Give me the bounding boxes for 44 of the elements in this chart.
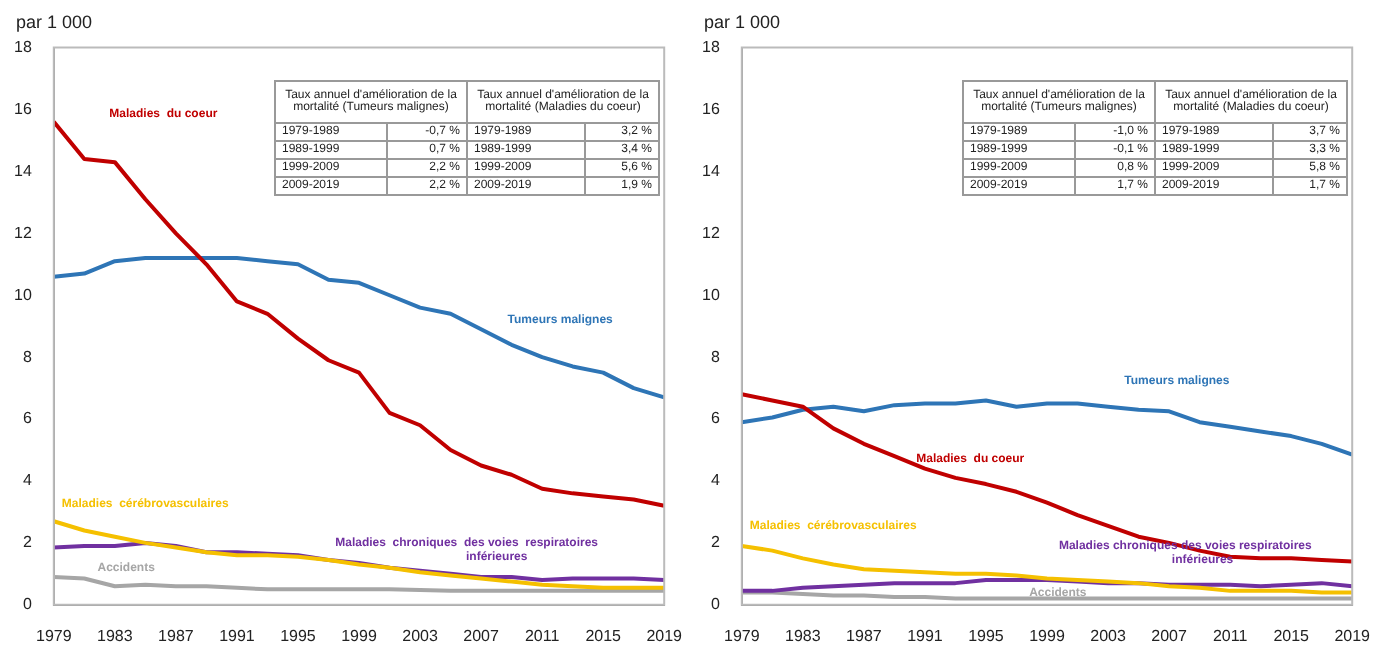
x-tick-label: 1999: [1029, 626, 1066, 645]
y-tick-label: 2: [710, 533, 721, 552]
y-tick-label: 8: [22, 347, 33, 366]
x-tick-label: 2019: [646, 626, 684, 645]
y-tick-label: 18: [13, 38, 33, 57]
x-tick-label: 2007: [1151, 626, 1188, 645]
x-tick-label: 2015: [1273, 626, 1311, 645]
x-tick-label: 2011: [1212, 626, 1249, 645]
y-axis-title: par 1 000: [704, 12, 781, 32]
y-tick-label: 16: [701, 99, 721, 118]
y-tick-label: 10: [701, 285, 721, 304]
y-tick-label: 12: [701, 223, 721, 242]
x-tick-label: 1999: [341, 626, 378, 645]
x-tick-label: 1991: [219, 626, 256, 645]
x-tick-label: 2011: [524, 626, 561, 645]
y-axis-title: par 1 000: [16, 12, 93, 32]
y-tick-label: 0: [22, 595, 33, 614]
y-tick-label: 4: [710, 471, 721, 490]
y-tick-label: 6: [22, 409, 33, 428]
x-tick-label: 1991: [907, 626, 944, 645]
y-tick-label: 6: [710, 409, 721, 428]
y-tick-label: 16: [13, 99, 33, 118]
x-tick-label: 1979: [36, 626, 73, 645]
x-tick-label: 1979: [724, 626, 761, 645]
x-tick-label: 2015: [585, 626, 623, 645]
y-tick-label: 14: [13, 161, 33, 180]
y-tick-label: 2: [22, 533, 33, 552]
y-tick-label: 14: [701, 161, 721, 180]
x-tick-label: 1995: [280, 626, 317, 645]
x-tick-label: 2003: [1090, 626, 1127, 645]
x-tick-label: 1987: [158, 626, 195, 645]
x-tick-label: 2019: [1334, 626, 1372, 645]
x-tick-label: 2003: [402, 626, 439, 645]
x-tick-label: 1983: [785, 626, 822, 645]
x-tick-label: 2007: [463, 626, 500, 645]
y-tick-label: 10: [13, 285, 33, 304]
x-tick-label: 1983: [97, 626, 134, 645]
y-tick-label: 0: [710, 595, 721, 614]
y-tick-label: 8: [710, 347, 721, 366]
x-tick-label: 1995: [968, 626, 1005, 645]
x-tick-label: 1987: [846, 626, 883, 645]
y-tick-label: 18: [701, 38, 721, 57]
y-tick-label: 4: [22, 471, 33, 490]
y-tick-label: 12: [13, 223, 33, 242]
